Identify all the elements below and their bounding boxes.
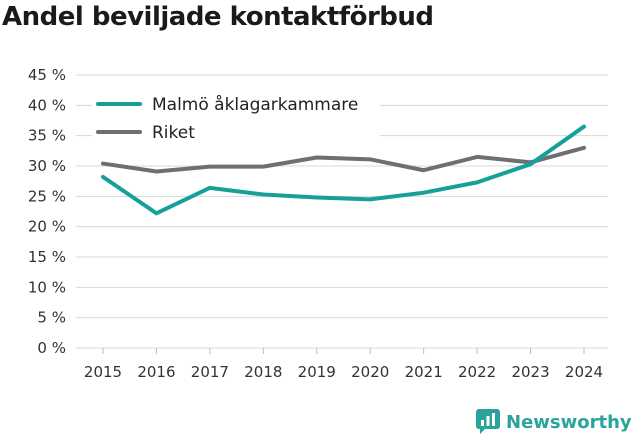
series-lines: [101, 124, 586, 216]
x-tick-label: 2016: [137, 363, 175, 381]
x-axis-ticks: 2015 2016 2017 2018 2019 2020 2021 2022 2023 2024: [84, 348, 603, 381]
legend-label: Malmö åklagarkammare: [152, 94, 358, 115]
y-tick-label: 45 %: [28, 66, 66, 84]
series-line-riket: [101, 145, 586, 174]
y-tick-label: 25 %: [28, 187, 66, 205]
x-tick-label: 2019: [298, 363, 336, 381]
y-tick-label: 0 %: [37, 339, 66, 357]
legend-label: Riket: [152, 123, 195, 143]
x-tick-label: 2023: [511, 363, 549, 381]
y-tick-label: 40 %: [28, 96, 66, 114]
y-tick-label: 15 %: [28, 248, 66, 266]
x-tick-label: 2022: [458, 363, 496, 381]
x-tick-label: 2017: [191, 363, 229, 381]
brand-logo: Newsworthy: [476, 409, 631, 435]
x-tick-label: 2015: [84, 363, 122, 381]
y-tick-label: 35 %: [28, 127, 66, 145]
legend: Malmö åklagarkammare Riket: [92, 90, 380, 148]
y-axis-ticks: 0 % 5 % 10 % 15 % 20 % 25 % 30 % 35 % 40 % 45 %: [28, 66, 66, 357]
y-tick-label: 5 %: [37, 309, 66, 327]
x-tick-label: 2024: [565, 363, 603, 381]
y-tick-label: 30 %: [28, 157, 66, 175]
series-line-malm-klagarkammare: [101, 124, 586, 216]
y-tick-label: 10 %: [28, 278, 66, 296]
x-tick-label: 2021: [405, 363, 443, 381]
x-tick-label: 2020: [351, 363, 389, 381]
legend-background: [92, 90, 380, 148]
brand-name: Newsworthy: [506, 411, 631, 433]
newsworthy-logo-icon: [476, 409, 500, 434]
x-tick-label: 2018: [244, 363, 282, 381]
chart-title: Andel beviljade kontaktförbud: [2, 2, 434, 32]
y-tick-label: 20 %: [28, 218, 66, 236]
